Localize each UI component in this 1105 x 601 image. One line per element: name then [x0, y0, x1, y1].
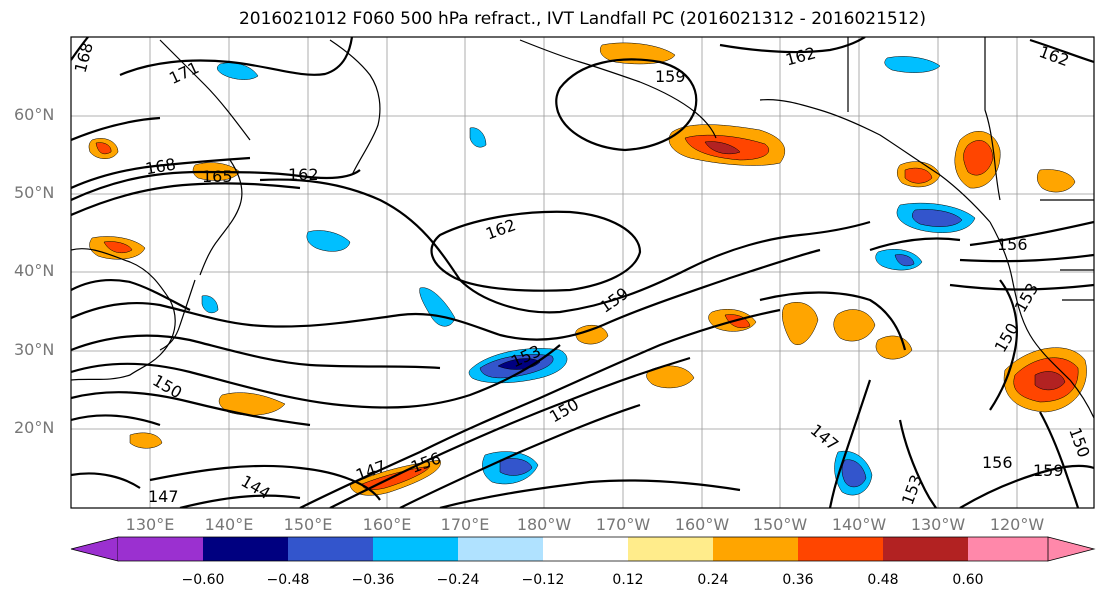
colorbar: [70, 536, 1096, 562]
colorbar-segment: [798, 537, 883, 561]
colorbar-segment: [288, 537, 373, 561]
lon-label: 150°W: [752, 515, 808, 534]
contour-label: 165: [202, 167, 233, 186]
coastlines: [71, 37, 1094, 419]
contour-label: 162: [288, 165, 319, 184]
colorbar-segment: [883, 537, 968, 561]
colorbar-arrow-right: [1047, 536, 1096, 562]
colorbar-segment: [543, 537, 628, 561]
contour-label: 156: [997, 235, 1028, 254]
lat-label: 40°N: [14, 261, 55, 280]
map-frame: [70, 36, 1095, 509]
colorbar-tick: −0.36: [351, 572, 395, 588]
contour-label: 150: [1065, 425, 1093, 460]
colorbar-arrow-left: [70, 536, 119, 562]
anomaly-patches: [88, 42, 1087, 496]
colorbar-tick: 0.12: [612, 572, 644, 588]
contour-label: 159: [655, 67, 686, 86]
colorbar-segment: [458, 537, 543, 561]
colorbar-tick: −0.48: [266, 572, 310, 588]
colorbar-segment: [968, 537, 1048, 561]
contour-label: 150: [546, 395, 582, 427]
lat-label: 20°N: [14, 418, 55, 437]
lon-label: 130°W: [910, 515, 966, 534]
lon-label: 120°W: [989, 515, 1045, 534]
lon-label: 160°W: [674, 515, 730, 534]
contour-lines: [71, 37, 1094, 508]
lon-label: 170°W: [595, 515, 651, 534]
colorbar-segment: [628, 537, 713, 561]
colorbar-tick: −0.24: [436, 572, 480, 588]
contour-label: 159: [596, 284, 632, 317]
gridlines: [71, 37, 1094, 508]
contour-label: 147: [148, 487, 179, 506]
contour-label: 168: [71, 40, 97, 74]
contour-label: 147: [807, 420, 843, 454]
lon-label: 160°E: [362, 515, 412, 534]
contour-label: 168: [144, 154, 177, 178]
contour-label: 162: [1036, 42, 1071, 70]
colorbar-segment: [373, 537, 458, 561]
contour-label: 144: [238, 471, 274, 503]
colorbar-tick: 0.48: [867, 572, 899, 588]
lon-label: 180°W: [516, 515, 572, 534]
colorbar-segment: [118, 537, 203, 561]
contour-labels: 168 171 168 165 162 162 162 159 159 156 …: [71, 40, 1094, 507]
contour-label: 153: [898, 472, 926, 507]
contour-label: 162: [783, 43, 817, 69]
lon-label: 140°E: [204, 515, 254, 534]
colorbar-tick: 0.24: [697, 572, 729, 588]
lat-label: 50°N: [14, 183, 55, 202]
lat-label: 30°N: [14, 340, 55, 359]
map-title: 2016021012 F060 500 hPa refract., IVT La…: [238, 9, 926, 29]
colorbar-tick: −0.12: [521, 572, 565, 588]
lon-label: 150°E: [283, 515, 333, 534]
lon-label: 170°E: [440, 515, 490, 534]
colorbar-tick: 0.60: [952, 572, 984, 588]
lon-label: 140°W: [831, 515, 887, 534]
colorbar-tick: −0.60: [181, 572, 225, 588]
lat-label: 60°N: [14, 105, 55, 124]
contour-label: 156: [982, 453, 1013, 472]
colorbar-segment: [203, 537, 288, 561]
colorbar-tick: 0.36: [782, 572, 814, 588]
colorbar-segment: [713, 537, 798, 561]
contour-label: 156: [408, 448, 443, 476]
contour-label: 159: [1033, 461, 1064, 480]
lon-label: 130°E: [125, 515, 175, 534]
